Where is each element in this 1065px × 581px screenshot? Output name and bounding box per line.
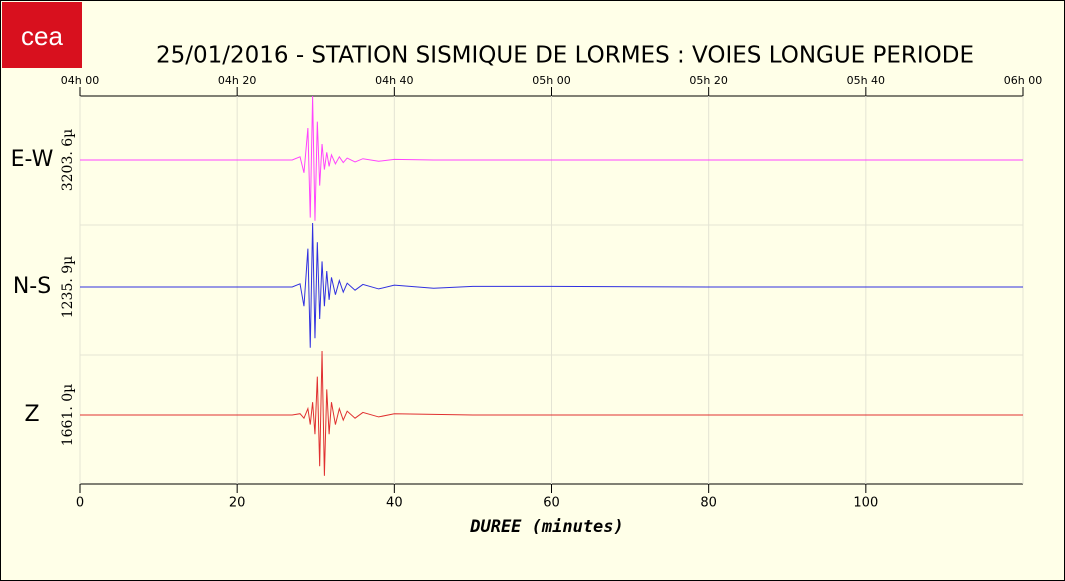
top-tick-label: 06h 00	[1004, 74, 1042, 87]
top-tick-label: 05h 20	[689, 74, 727, 87]
x-tick-label: 40	[386, 496, 403, 511]
top-tick-label: 04h 00	[61, 74, 99, 87]
amplitude-label: 3203. 6µ	[60, 129, 76, 192]
trace-name: E-W	[11, 147, 54, 172]
top-tick-label: 04h 40	[375, 74, 413, 87]
trace	[80, 95, 1023, 221]
top-tick-label: 04h 20	[218, 74, 256, 87]
trace-name: Z	[24, 402, 39, 427]
logo-text: cea	[21, 21, 63, 51]
chart-title: 25/01/2016 - STATION SISMIQUE DE LORMES …	[156, 43, 974, 69]
x-tick-label: 20	[229, 496, 246, 511]
x-tick-label: 0	[76, 496, 84, 511]
trace-name: N-S	[13, 274, 51, 299]
amplitude-label: 1661. 0µ	[60, 384, 76, 447]
amplitude-label: 1235. 9µ	[60, 256, 76, 319]
trace	[80, 350, 1023, 476]
trace	[80, 222, 1023, 348]
x-tick-label: 100	[853, 496, 878, 511]
top-tick-label: 05h 40	[847, 74, 885, 87]
logo-box	[2, 2, 82, 68]
x-axis-label: DUREE (minutes)	[469, 517, 624, 537]
top-tick-label: 05h 00	[532, 74, 570, 87]
x-tick-label: 60	[543, 496, 560, 511]
x-tick-label: 80	[700, 496, 717, 511]
